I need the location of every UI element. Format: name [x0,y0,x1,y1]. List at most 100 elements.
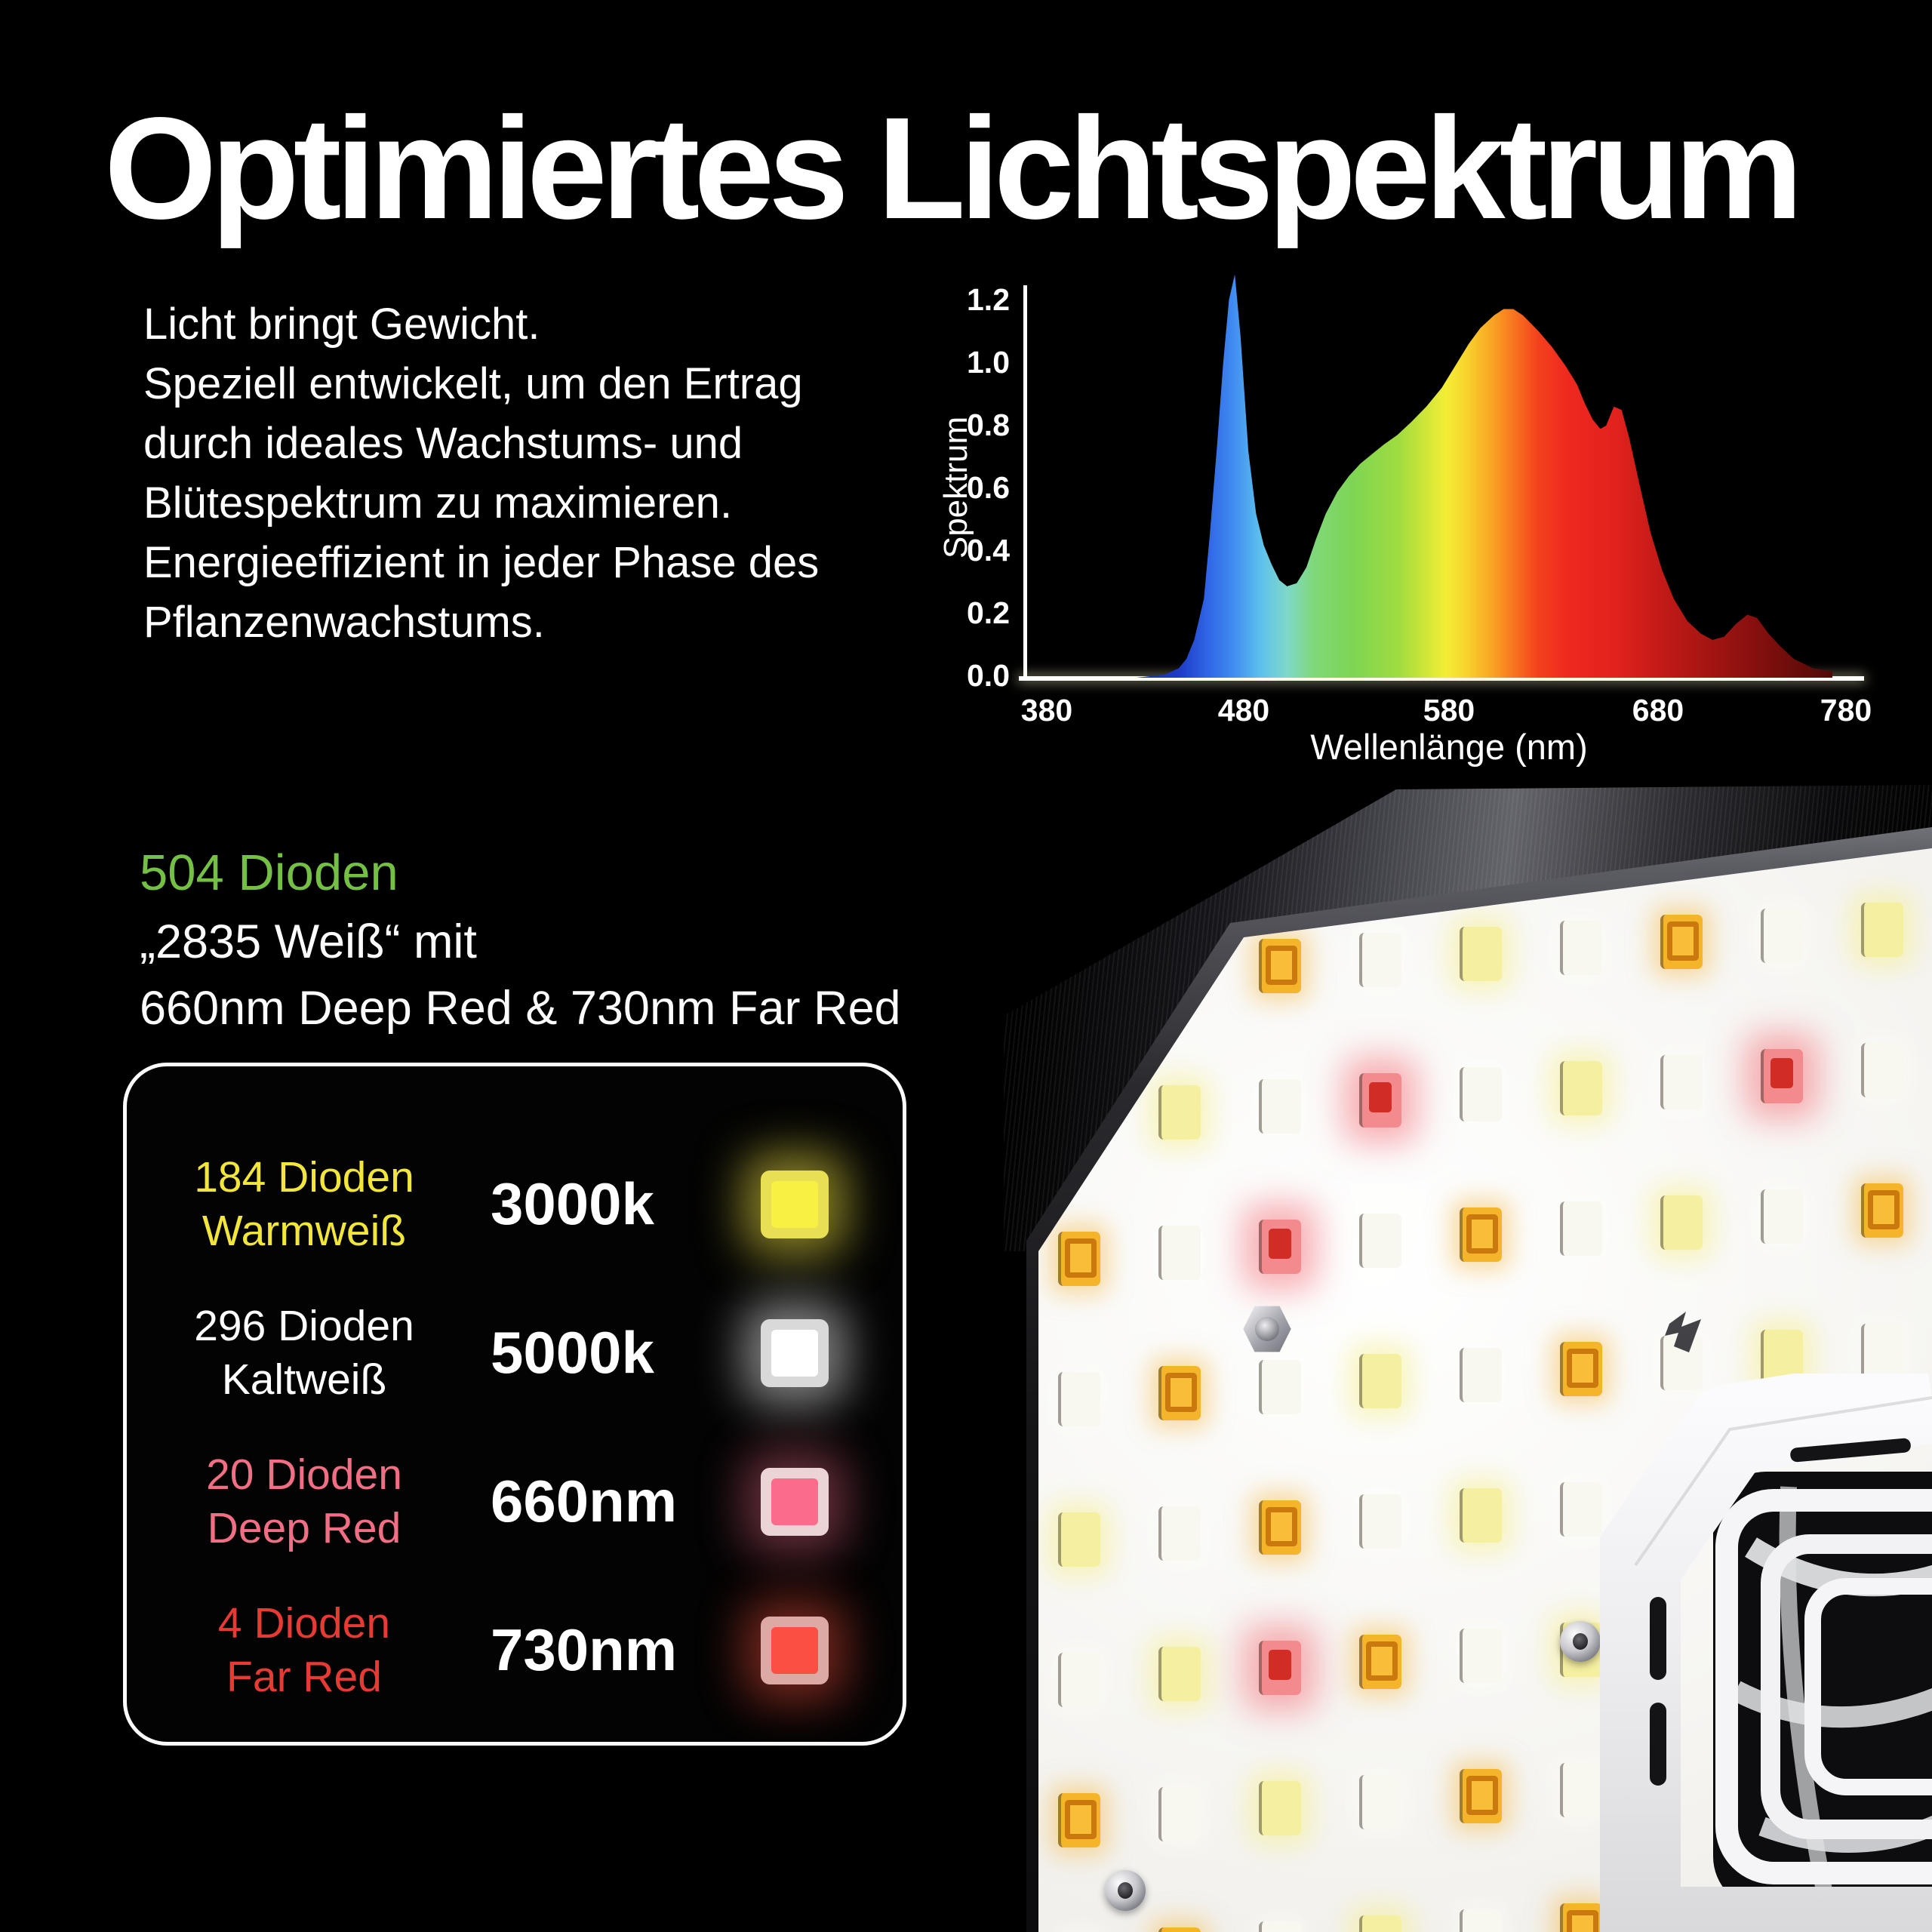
legend-label: 184 Dioden Warmweiß [127,1151,481,1258]
led-chip-cream [1761,1189,1803,1244]
screw [1105,1870,1146,1911]
hex-standoff-screw [1243,1306,1291,1352]
led-chip-cream [1058,1653,1100,1707]
intro-line: Pflanzenwachstums. [143,598,545,647]
led-chip-lemon [1861,903,1903,957]
led-chip-lemon [1359,1915,1401,1932]
legend-value: 730nm [491,1617,678,1683]
led-chip-lemon [1660,1195,1703,1250]
legend-value: 660nm [491,1468,678,1534]
fan-vent-slot [1650,1597,1666,1680]
intro-line: Blütespektrum zu maximieren. [143,478,733,528]
led-chip-red [1359,1073,1401,1128]
led-chip-cream [1560,1482,1602,1537]
led-swatch-core [771,1329,818,1377]
led-chip-amber [1359,1635,1401,1689]
diode-legend-box: 184 Dioden Warmweiß 3000k 296 Dioden Kal… [123,1063,906,1746]
led-chip-lemon [1460,927,1502,981]
x-tick: 780 [1820,693,1872,728]
page-title: Optimiertes Lichtspektrum [104,87,1803,249]
led-chip-cream [1259,1079,1301,1134]
y-tick: 0.0 [967,658,1010,693]
led-chip-cream [1158,1787,1201,1841]
led-chip-red [1259,1641,1301,1695]
led-chip-amber [1259,1500,1301,1555]
led-chip-amber [1460,1769,1502,1823]
led-chip-cream [1460,1067,1502,1121]
legend-value: 3000k [491,1171,654,1237]
intro-line: Licht bringt Gewicht. [143,300,540,349]
diode-subtitle-line1: „2835 Weiß“ mit [140,915,477,968]
legend-row-kaltweiss: 296 Dioden Kaltweiß 5000k [127,1278,903,1427]
intro-line: Speziell entwickelt, um den Ertrag [143,359,803,408]
led-chip-cream [1861,1324,1903,1378]
x-tick: 580 [1423,693,1475,728]
led-chip-cream [1861,1043,1903,1097]
led-chip-cream [1660,1055,1703,1109]
led-chip-cream [1158,1226,1201,1280]
screw [1560,1621,1601,1662]
led-chip-cream [1058,1372,1100,1426]
led-chip-amber [1058,1232,1100,1286]
y-tick: 0.6 [967,470,1010,505]
led-chip-lemon [1560,1061,1602,1115]
led-swatch-far-red [761,1616,829,1684]
led-swatch-core [771,1180,818,1228]
legend-row-far-red: 4 Dioden Far Red 730nm [127,1576,903,1724]
led-chip-lemon [1158,1647,1201,1701]
product-photo [1004,785,1932,1932]
led-chip-amber [1058,1793,1100,1847]
led-chip-cream [1460,1909,1502,1932]
y-tick: 1.0 [967,345,1010,380]
fan-vent-slot [1790,1438,1911,1463]
legend-label: 4 Dioden Far Red [127,1597,481,1704]
led-chip-cream [1460,1629,1502,1683]
legend-name: Far Red [226,1652,382,1701]
legend-label: 20 Dioden Deep Red [127,1448,481,1555]
led-chip-lemon [1460,1488,1502,1543]
led-swatch-core [771,1478,818,1525]
legend-name: Kaltweiß [221,1355,387,1404]
led-chip-cream [1259,1360,1301,1414]
spectrum-curve [1059,274,1832,678]
x-tick: 380 [1020,693,1073,728]
chart-x-axis-label: Wellenlänge (nm) [1310,727,1588,767]
led-swatch-core [771,1626,818,1674]
led-chip-amber [1259,939,1301,993]
legend-count: 296 Dioden [194,1301,414,1350]
intro-paragraph: Licht bringt Gewicht. Speziell entwickel… [143,294,819,652]
led-swatch-deep-red [761,1467,829,1536]
intro-line: durch ideales Wachstums- und [143,419,743,468]
legend-count: 4 Dioden [217,1598,391,1647]
x-tick: 680 [1632,693,1684,728]
chart-x-axis-line [1019,676,1864,681]
led-chip-lemon [1359,1354,1401,1408]
led-chip-lemon [1058,1512,1100,1567]
cooling-fan [1600,1374,1932,1932]
led-chip-cream [1359,1775,1401,1829]
y-tick: 1.2 [967,282,1010,317]
led-chip-cream [1560,1201,1602,1256]
legend-row-deep-red: 20 Dioden Deep Red 660nm [127,1427,903,1576]
diode-subtitle-line2: 660nm Deep Red & 730nm Far Red [140,982,901,1035]
led-chip-amber [1158,1366,1201,1420]
y-tick: 0.4 [967,533,1010,568]
led-chip-lemon [1259,1781,1301,1835]
fan-ring-inner [1804,1578,1932,1795]
fan-ring-outer [1715,1489,1932,1884]
fan-vent-slot [1650,1703,1666,1786]
legend-count: 20 Dioden [206,1450,402,1499]
led-chip-cream [1158,1506,1201,1561]
led-chip-cream [1259,1921,1301,1932]
led-chip-cream [1560,1763,1602,1817]
y-tick: 0.2 [967,595,1010,630]
legend-name: Warmweiß [202,1206,407,1255]
brand-logo-mark [1665,1312,1701,1352]
led-chip-amber [1861,1183,1903,1238]
led-chip-amber [1460,1208,1502,1262]
intro-line: Energieeffizient in jeder Phase des [143,538,820,587]
y-tick: 0.8 [967,408,1010,442]
led-chip-amber [1560,1342,1602,1396]
led-chip-amber [1158,1927,1201,1932]
led-chip-amber [1560,1903,1602,1932]
